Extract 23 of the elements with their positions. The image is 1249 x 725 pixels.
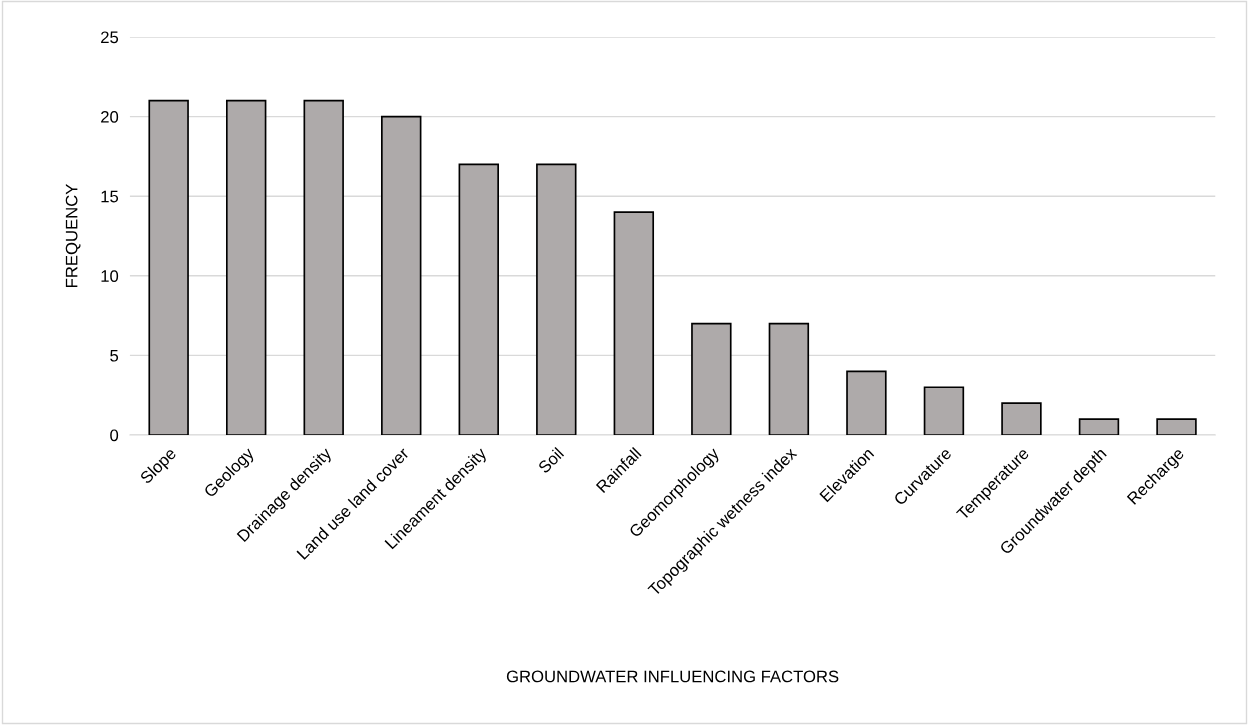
bar bbox=[923, 386, 965, 435]
bar bbox=[691, 322, 732, 435]
y-tick-label: 5 bbox=[110, 349, 119, 362]
y-tick-label: 15 bbox=[101, 190, 119, 203]
y-tick-label: 0 bbox=[110, 429, 119, 442]
bar bbox=[225, 99, 267, 435]
x-axis-title: GROUNDWATER INFLUENCING FACTORS bbox=[506, 670, 839, 683]
bar bbox=[1001, 402, 1042, 435]
bar bbox=[1156, 418, 1197, 435]
bar bbox=[846, 370, 887, 435]
y-tick-label: 20 bbox=[101, 110, 119, 123]
bar bbox=[303, 99, 344, 435]
bar bbox=[613, 211, 655, 435]
bar bbox=[536, 163, 577, 435]
x-tick-label: Soil bbox=[537, 446, 565, 474]
bar bbox=[458, 163, 499, 435]
bar bbox=[381, 115, 422, 435]
y-axis-title: FREQUENCY bbox=[65, 184, 81, 287]
y-tick-label: 25 bbox=[101, 31, 119, 44]
bar bbox=[148, 99, 189, 435]
y-tick-label: 10 bbox=[101, 270, 119, 282]
bar bbox=[1078, 418, 1120, 435]
bar bbox=[768, 322, 810, 435]
